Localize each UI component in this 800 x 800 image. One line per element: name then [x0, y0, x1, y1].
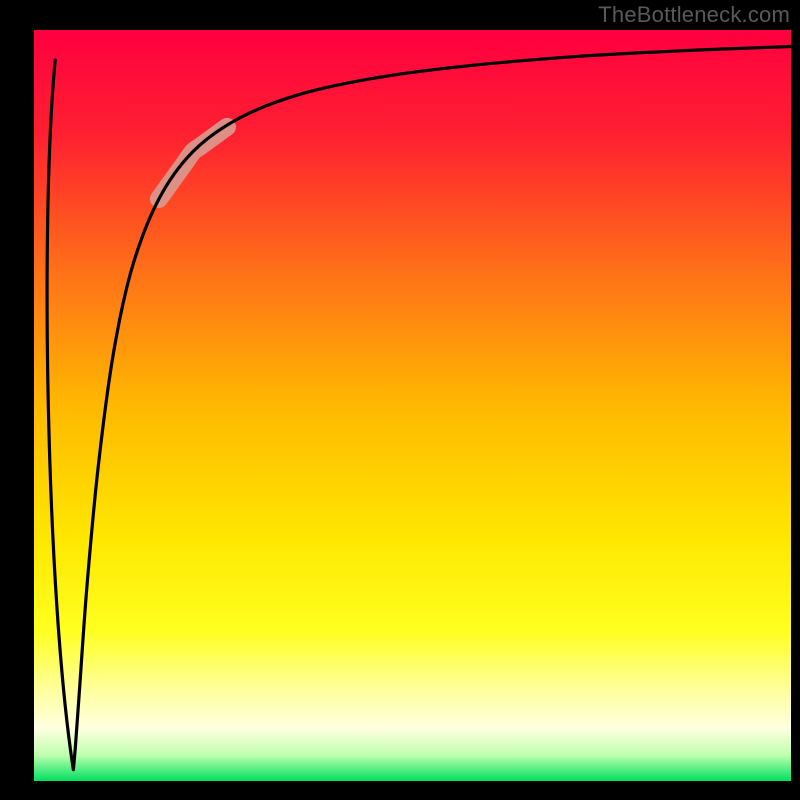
- chart-svg: [0, 0, 800, 800]
- chart-container: TheBottleneck.com: [0, 0, 800, 800]
- watermark-text: TheBottleneck.com: [598, 2, 790, 28]
- gradient-background: [34, 30, 791, 781]
